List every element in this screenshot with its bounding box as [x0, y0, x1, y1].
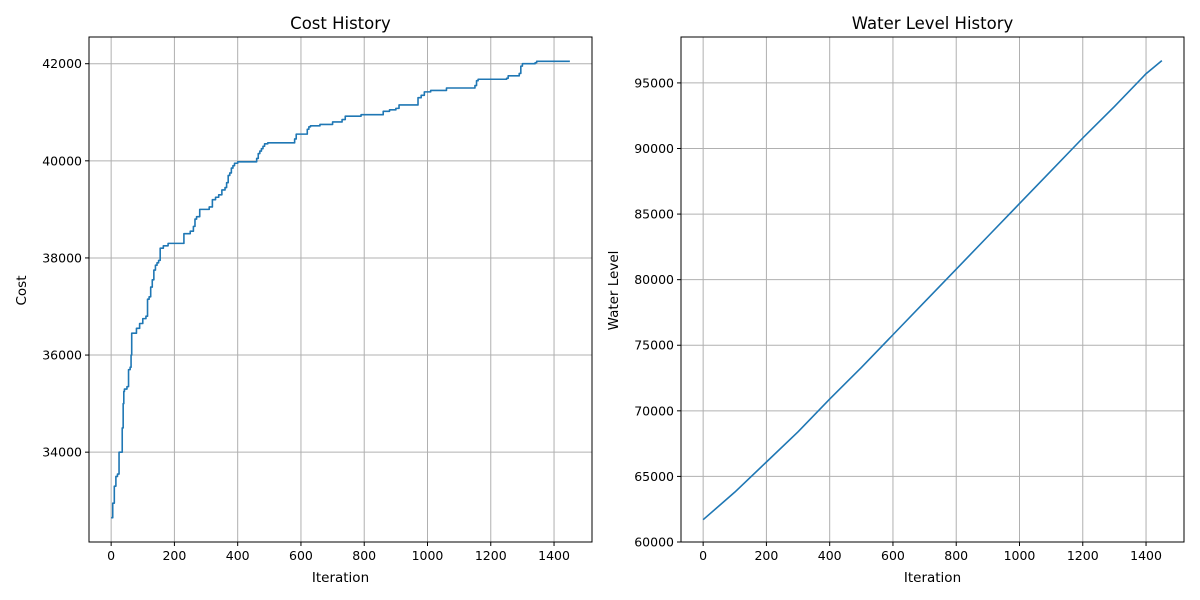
series-line: [111, 60, 570, 519]
x-tick-label: 400: [226, 548, 250, 563]
y-tick-label: 42000: [42, 56, 82, 71]
y-tick-label: 34000: [42, 445, 82, 460]
x-tick-label: 0: [107, 548, 115, 563]
water-level-history-chart: Water Level History Iteration Water Leve…: [606, 14, 1185, 586]
y-tick-label: 85000: [634, 207, 674, 222]
x-tick-label: 800: [944, 548, 968, 563]
plot-frame: [88, 36, 593, 543]
series-line: [702, 59, 1163, 521]
x-tick-label: 1400: [538, 548, 570, 563]
y-tick-label: 36000: [42, 348, 82, 363]
x-axis-label: Iteration: [904, 570, 961, 586]
chart-title: Water Level History: [852, 14, 1014, 33]
chart-title: Cost History: [290, 14, 391, 33]
x-tick-label: 200: [162, 548, 186, 563]
x-tick-label: 1200: [475, 548, 507, 563]
y-tick-label: 70000: [634, 403, 674, 418]
x-axis-label: Iteration: [312, 570, 369, 586]
y-axis-label: Water Level: [606, 251, 622, 331]
y-tick-label: 65000: [634, 469, 674, 484]
x-tick-label: 1400: [1130, 548, 1162, 563]
cost-history-chart: Cost History Iteration Cost 0 200 400 600 80…: [14, 14, 593, 586]
x-tick-label: 600: [881, 548, 905, 563]
y-tick-label: 38000: [42, 250, 82, 265]
y-axis-label: Cost: [14, 275, 30, 305]
x-tick-label: 1200: [1067, 548, 1099, 563]
y-tick-label: 40000: [42, 153, 82, 168]
y-tick-label: 80000: [634, 272, 674, 287]
y-tick-label: 90000: [634, 141, 674, 156]
x-tick-label: 200: [754, 548, 778, 563]
y-tick-label: 75000: [634, 338, 674, 353]
x-tick-label: 1000: [1004, 548, 1036, 563]
y-tick-label: 95000: [634, 75, 674, 90]
x-tick-label: 0: [699, 548, 707, 563]
x-tick-label: 600: [289, 548, 313, 563]
x-tick-label: 400: [818, 548, 842, 563]
x-tick-label: 800: [352, 548, 376, 563]
x-tick-label: 1000: [412, 548, 444, 563]
plot-frame: [680, 36, 1185, 543]
y-tick-label: 60000: [634, 535, 674, 550]
